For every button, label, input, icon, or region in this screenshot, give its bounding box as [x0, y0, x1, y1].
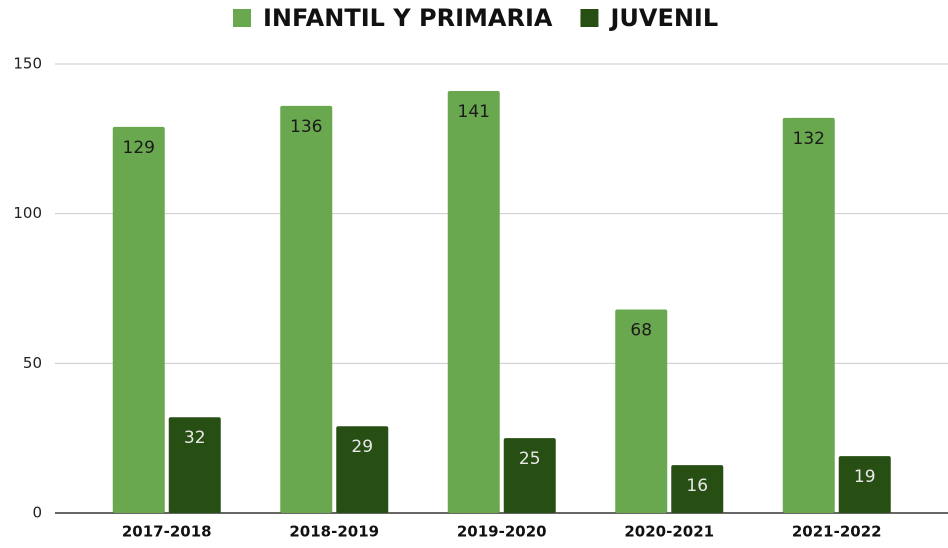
bar: [447, 90, 500, 513]
bar: [280, 105, 333, 513]
x-tick-label: 2021-2022: [792, 523, 882, 541]
bar: [168, 417, 221, 513]
legend-label: JUVENIL: [608, 4, 718, 32]
value-label: 141: [458, 102, 490, 122]
value-label: 132: [793, 129, 825, 149]
x-tick-label: 2019-2020: [457, 523, 547, 541]
x-tick-label: 2017-2018: [122, 523, 212, 541]
legend-swatch: [233, 9, 251, 27]
bar: [782, 117, 835, 513]
value-label: 136: [290, 117, 322, 137]
y-tick-label: 100: [13, 204, 42, 222]
value-label: 29: [351, 437, 373, 457]
value-label: 68: [630, 320, 652, 340]
x-tick-label: 2020-2021: [624, 523, 714, 541]
x-tick-label: 2018-2019: [289, 523, 379, 541]
bar: [615, 309, 668, 513]
value-label: 25: [519, 449, 541, 469]
legend-label: INFANTIL Y PRIMARIA: [263, 4, 553, 32]
value-label: 16: [686, 476, 708, 496]
legend-swatch: [580, 9, 599, 27]
bar: [336, 426, 389, 513]
value-label: 32: [184, 428, 206, 448]
y-tick-label: 150: [13, 55, 42, 73]
bar: [503, 438, 556, 513]
bar: [671, 465, 724, 513]
bar: [838, 456, 891, 513]
bar: [112, 126, 165, 514]
y-tick-label: 50: [23, 354, 42, 372]
value-label: 129: [123, 138, 155, 158]
value-label: 19: [854, 467, 876, 487]
y-tick-label: 0: [32, 504, 42, 522]
